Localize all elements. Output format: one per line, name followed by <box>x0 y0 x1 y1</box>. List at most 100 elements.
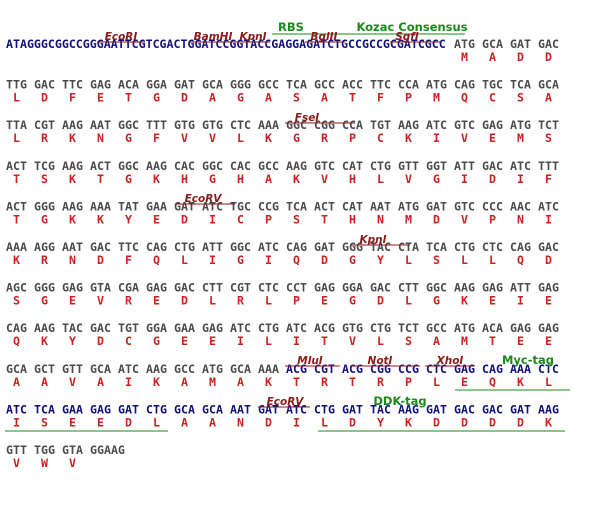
amino-acid: L <box>433 375 440 389</box>
amino-acid: Q <box>13 334 20 348</box>
codon: GGC <box>202 159 223 173</box>
codon: ATC <box>426 118 447 132</box>
codon: CGG <box>314 118 335 132</box>
codon: TGT <box>370 118 391 132</box>
amino-acid: D <box>181 294 188 308</box>
codon: GCA <box>482 37 503 51</box>
amino-acid: K <box>265 131 272 145</box>
amino-acid: D <box>545 50 552 64</box>
codon: AAG <box>398 402 419 416</box>
amino-acid: W <box>41 456 48 470</box>
amino-acid: L <box>545 375 552 389</box>
amino-acid: I <box>517 294 524 308</box>
codon: CAG <box>286 240 307 254</box>
codon: TTC <box>370 78 391 92</box>
codon: CTG <box>174 240 195 254</box>
amino-acid: T <box>349 91 356 105</box>
amino-acid: N <box>97 131 104 145</box>
amino-acid: A <box>209 415 216 429</box>
codon: AAT <box>370 199 391 213</box>
codon: GGT <box>426 159 447 173</box>
amino-acid: D <box>377 294 384 308</box>
amino-acid: E <box>97 415 104 429</box>
codon: GTT <box>398 159 419 173</box>
amino-acid: D <box>265 415 272 429</box>
amino-acid: E <box>321 294 328 308</box>
amino-acid: N <box>237 415 244 429</box>
codon: GAT <box>174 78 195 92</box>
amino-acid: D <box>181 212 188 226</box>
amino-acid: T <box>321 212 328 226</box>
codon: TCA <box>426 240 447 254</box>
amino-acid: E <box>545 294 552 308</box>
codon: ACT <box>314 199 335 213</box>
amino-acid: A <box>41 375 48 389</box>
restriction-site: EcoRV <box>185 193 223 205</box>
amino-acid: G <box>153 334 160 348</box>
codon: ACA <box>118 78 139 92</box>
codon: TTT <box>538 159 559 173</box>
amino-acid: I <box>461 172 468 186</box>
codon: GGC <box>118 118 139 132</box>
amino-acid: E <box>153 212 160 226</box>
amino-acid: K <box>405 415 412 429</box>
codon: GGC <box>426 281 447 295</box>
amino-acid: C <box>125 334 132 348</box>
codon: GGC <box>286 118 307 132</box>
codon: GAG <box>454 362 475 376</box>
amino-acid: G <box>349 253 356 267</box>
amino-acid: D <box>321 253 328 267</box>
amino-acid: E <box>69 294 76 308</box>
amino-acid: M <box>461 50 468 64</box>
tag-label: Kozac Consensus <box>356 20 467 34</box>
codon: GAC <box>538 240 559 254</box>
codon: GTC <box>454 118 475 132</box>
amino-acid: E <box>517 334 524 348</box>
amino-acid: F <box>69 91 76 105</box>
amino-acid: Q <box>153 253 160 267</box>
codon: GTT <box>62 362 83 376</box>
amino-acid: I <box>13 415 20 429</box>
tag-label: Myc-tag <box>502 353 554 367</box>
amino-acid: D <box>41 91 48 105</box>
codon: GCA <box>538 78 559 92</box>
codon: ATG <box>202 362 223 376</box>
codon: TGC <box>482 78 503 92</box>
amino-acid: S <box>517 91 524 105</box>
amino-acid: G <box>153 91 160 105</box>
amino-acid: K <box>405 131 412 145</box>
amino-acid: I <box>433 131 440 145</box>
amino-acid: T <box>489 334 496 348</box>
amino-acid: E <box>489 294 496 308</box>
amino-acid: V <box>209 131 216 145</box>
amino-acid: C <box>489 91 496 105</box>
amino-acid: S <box>433 253 440 267</box>
codon: GAG <box>90 78 111 92</box>
codon: ATT <box>202 240 223 254</box>
amino-acid: N <box>69 253 76 267</box>
codon: GCC <box>174 362 195 376</box>
amino-acid: P <box>405 91 412 105</box>
codon: GTT <box>6 443 27 457</box>
amino-acid: D <box>517 50 524 64</box>
codon: GGG <box>34 281 55 295</box>
codon: GAC <box>90 321 111 335</box>
amino-acid: N <box>517 212 524 226</box>
amino-acid: L <box>461 253 468 267</box>
codon: GAC <box>482 402 503 416</box>
amino-acid: A <box>181 375 188 389</box>
codon: ATC <box>230 321 251 335</box>
amino-acid: V <box>461 212 468 226</box>
amino-acid: L <box>377 334 384 348</box>
amino-acid: L <box>265 334 272 348</box>
restriction-site: FseI <box>295 112 320 124</box>
amino-acid: K <box>265 375 272 389</box>
codon: GAT <box>342 402 363 416</box>
amino-acid: I <box>293 415 300 429</box>
codon: GAT <box>258 402 279 416</box>
amino-acid: V <box>181 131 188 145</box>
codon: AAG <box>454 281 475 295</box>
codon: ATG <box>454 321 475 335</box>
amino-acid: Y <box>69 334 76 348</box>
codon: TTG <box>6 78 27 92</box>
